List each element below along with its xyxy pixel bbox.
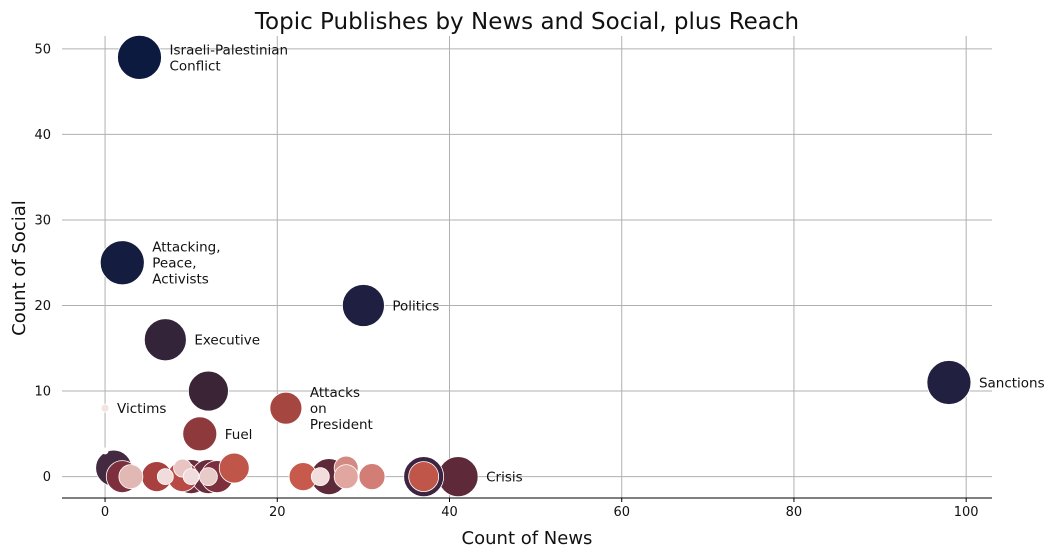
- data-point: [358, 463, 386, 491]
- y-tick-label: 30: [34, 213, 51, 228]
- data-point: [100, 403, 110, 413]
- annotations: Israeli-Palestinian Conflict Attacking, Pea…: [117, 42, 1045, 485]
- data-point: [117, 34, 162, 80]
- y-tick-label: 40: [34, 128, 51, 143]
- x-tick-label: 20: [269, 505, 286, 520]
- data-point: [269, 391, 303, 425]
- x-tick-label: 60: [613, 505, 630, 520]
- point-label: Executive: [194, 333, 260, 349]
- point-label: Fuel: [225, 427, 253, 443]
- data-point: [333, 464, 359, 490]
- y-tick-label: 20: [34, 299, 51, 314]
- data-point: [101, 447, 109, 455]
- y-tick-label: 0: [43, 470, 51, 485]
- data-point: [218, 452, 250, 484]
- chart-title: Topic Publishes by News and Social, plus…: [254, 9, 799, 35]
- data-point: [408, 461, 440, 493]
- point-label: Israeli-Palestinian Conflict: [170, 42, 289, 74]
- point-label: Sanctions: [979, 376, 1045, 392]
- data-point: [118, 464, 144, 490]
- point-label: Crisis: [486, 470, 523, 486]
- axes: 0 20 40 60 80 100 0 10 20 30 40 50: [34, 42, 992, 520]
- data-point: [143, 318, 187, 362]
- bubbles: [95, 34, 972, 498]
- data-point: [187, 370, 229, 412]
- x-tick-label: 80: [786, 505, 803, 520]
- x-axis-label: Count of News: [462, 528, 593, 549]
- x-tick-label: 0: [101, 505, 109, 520]
- data-point: [99, 240, 145, 286]
- data-point: [310, 467, 330, 487]
- data-point: [182, 416, 218, 452]
- data-point: [182, 468, 200, 486]
- y-axis-label: Count of Social: [9, 200, 30, 336]
- x-tick-label: 40: [441, 505, 458, 520]
- point-label: Victims: [117, 401, 166, 417]
- y-tick-label: 10: [34, 385, 51, 400]
- data-point: [198, 467, 218, 487]
- point-label: Attacks on President: [310, 385, 373, 433]
- data-point: [437, 456, 479, 498]
- x-tick-label: 100: [954, 505, 979, 520]
- data-point: [156, 468, 174, 486]
- data-point: [926, 360, 972, 405]
- point-label: Politics: [392, 299, 439, 315]
- point-label: Attacking, Peace, Activists: [152, 240, 220, 288]
- data-point: [341, 284, 385, 327]
- y-tick-label: 50: [34, 42, 51, 57]
